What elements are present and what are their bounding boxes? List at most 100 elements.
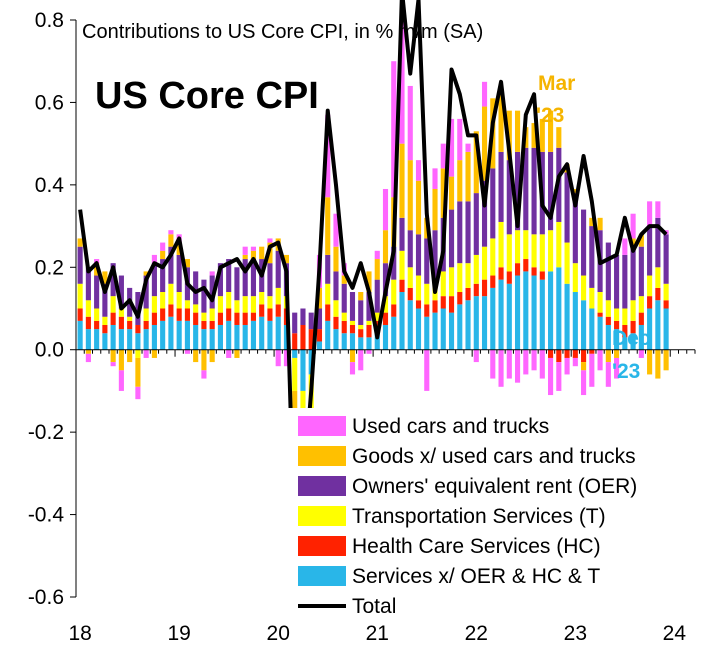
bar-segment-1-20 (242, 312, 248, 325)
bar-segment-4-41 (415, 180, 422, 235)
bar-segment-4-57 (548, 110, 554, 152)
chart-subtitle: Contributions to US Core CPI, in % m/m (… (82, 21, 483, 43)
bar-segment-0-61 (581, 300, 587, 350)
bar-segment-0-6 (127, 329, 133, 350)
bar-segment-5-67 (630, 213, 636, 239)
bar-segment-1-56 (539, 271, 545, 280)
bar-segment-2-32 (341, 312, 347, 321)
bar-segment-4-3 (102, 271, 108, 284)
annotation-dec-label: Dec (612, 327, 651, 350)
bar-segment-0-14 (193, 324, 199, 350)
bar-segment-4-5 (118, 349, 124, 371)
legend-swatch-2 (298, 476, 346, 496)
bar-segment-3-71 (663, 234, 669, 284)
bar-segment-3-55 (531, 147, 537, 235)
bar-segment-4-31 (333, 246, 339, 272)
bar-segment-0-63 (597, 316, 603, 350)
bar-segment-1-21 (250, 312, 257, 321)
bar-segment-2-58 (556, 221, 562, 268)
bar-segment-3-30 (325, 254, 331, 284)
bar-segment-5-68 (638, 349, 644, 358)
y-tick-label-7: -0.6 (28, 586, 64, 609)
bar-segment-0-46 (457, 304, 463, 350)
bar-segment-0-1 (85, 329, 91, 350)
bar-segment-2-70 (655, 267, 661, 288)
bar-segment-5-59 (564, 357, 570, 375)
bar-segment-3-26 (292, 312, 298, 334)
bar-segment-5-20 (242, 246, 248, 255)
bar-segment-0-31 (333, 329, 339, 350)
bar-segment-1-27 (300, 324, 306, 350)
bar-segment-4-6 (127, 349, 133, 363)
bar-segment-3-61 (581, 209, 587, 276)
bar-segment-4-15 (201, 349, 207, 371)
bar-segment-5-56 (539, 349, 545, 379)
bar-segment-0-20 (242, 324, 248, 350)
bar-segment-1-10 (160, 308, 166, 321)
bar-segment-0-36 (374, 333, 380, 350)
bar-segment-2-38 (391, 279, 397, 305)
bar-segment-0-17 (217, 324, 223, 350)
legend-label-2: Owners' equivalent rent (OER) (352, 475, 637, 498)
bar-segment-1-51 (498, 267, 504, 280)
bar-segment-0-58 (556, 267, 562, 350)
legend-label-0: Used cars and trucks (352, 415, 549, 438)
bar-segment-4-39 (399, 143, 405, 218)
bar-segment-2-22 (259, 292, 265, 305)
bar-segment-1-53 (514, 263, 521, 276)
bar-segment-0-40 (407, 300, 413, 350)
bar-segment-5-8 (143, 349, 149, 358)
bar-segment-0-53 (514, 275, 521, 350)
bar-segment-2-66 (622, 308, 628, 325)
bar-segment-5-33 (349, 362, 356, 375)
bar-segment-3-27 (300, 308, 306, 325)
bar-segment-5-69 (647, 201, 653, 227)
bar-segment-3-59 (564, 172, 570, 243)
chart-title: US Core CPI (95, 75, 319, 117)
bar-segment-3-54 (523, 147, 529, 231)
bar-segment-3-64 (605, 242, 611, 301)
bar-segment-1-8 (143, 320, 149, 330)
bar-segment-0-0 (77, 320, 83, 350)
bar-segment-0-15 (201, 329, 207, 350)
bar-segment-2-1 (85, 300, 91, 317)
bar-segment-0-65 (614, 329, 620, 350)
bar-segment-2-4 (110, 296, 116, 313)
legend-swatch-4 (298, 536, 346, 556)
bar-segment-5-42 (424, 349, 430, 391)
bar-segment-2-10 (160, 292, 166, 309)
bar-segment-3-36 (374, 279, 380, 313)
bar-segment-1-38 (391, 304, 397, 317)
bar-segment-1-46 (457, 292, 463, 305)
bar-segment-4-63 (597, 217, 603, 231)
bar-segment-4-10 (160, 250, 166, 260)
bar-segment-3-67 (630, 246, 636, 301)
bar-segment-1-59 (564, 349, 570, 358)
bar-segment-1-39 (399, 279, 405, 293)
bar-segment-0-64 (605, 324, 611, 350)
bar-segment-5-38 (391, 61, 397, 198)
bar-segment-4-8 (143, 271, 149, 276)
bar-segment-0-71 (663, 308, 669, 350)
bar-segment-3-5 (118, 275, 124, 309)
bar-segment-0-8 (143, 329, 149, 350)
bar-segment-0-27 (300, 349, 306, 391)
bar-segment-3-52 (506, 160, 512, 235)
bar-segment-2-42 (424, 283, 430, 305)
y-tick-label-5: -0.2 (28, 421, 64, 444)
bar-segment-0-13 (184, 320, 190, 350)
bar-segment-4-61 (581, 362, 587, 371)
bar-segment-3-51 (498, 151, 504, 222)
bar-segment-4-58 (556, 127, 562, 148)
bar-segment-1-34 (358, 329, 364, 338)
bar-segment-5-18 (226, 349, 232, 358)
bar-segment-2-57 (548, 230, 554, 272)
bar-segment-5-66 (622, 238, 628, 255)
bar-segment-5-64 (605, 362, 611, 387)
bar-segment-1-2 (94, 320, 100, 330)
bar-segment-1-42 (424, 304, 430, 317)
bar-segment-3-10 (160, 259, 166, 293)
bar-segment-3-57 (548, 151, 554, 231)
bar-segment-0-11 (168, 316, 174, 350)
bar-segment-1-43 (432, 300, 438, 313)
